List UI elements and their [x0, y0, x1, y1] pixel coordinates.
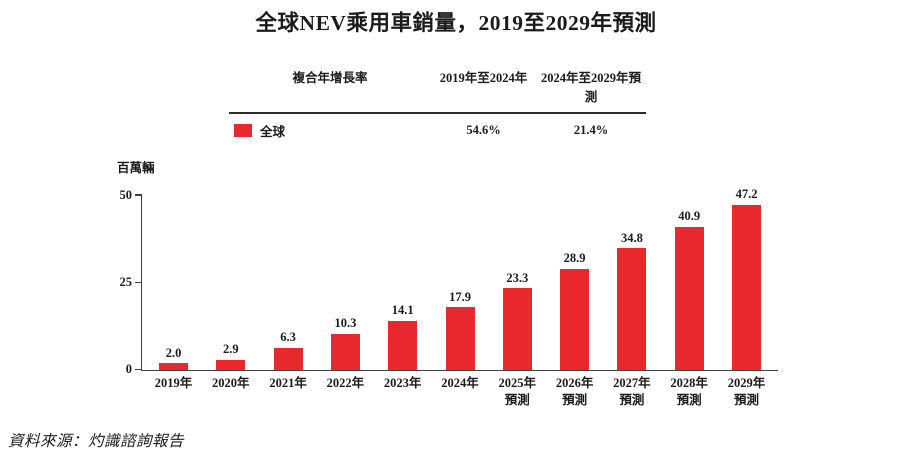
bar-value-label: 34.8	[620, 230, 643, 245]
bar-value-label: 17.9	[449, 289, 471, 304]
cagr-table-header: 複合年增長率 2019年至2024年 2024年至2029年預測	[229, 67, 646, 114]
bar-value-label: 10.3	[334, 316, 357, 331]
cagr-header-period-2024-2029: 2024年至2029年預測	[540, 71, 641, 104]
bar-value-label: 28.9	[563, 251, 586, 266]
y-tick-label-0: 0	[125, 362, 132, 376]
bar-value-label: 2.0	[165, 345, 182, 360]
series-legend-entry: 全球	[229, 121, 431, 140]
cagr-value-2019-2024: 54.6%	[466, 123, 501, 137]
bar	[732, 204, 761, 370]
bar	[388, 320, 418, 370]
bar	[159, 363, 188, 370]
bar-value-label: 40.9	[678, 209, 701, 224]
source-note: 資料來源：灼識諮詢報告	[8, 433, 185, 450]
cagr-value-2024-2029: 21.4%	[573, 123, 609, 137]
bar-value-label: 23.3	[506, 270, 529, 285]
y-tick-label-50: 50	[119, 188, 133, 202]
x-tick-label: 2020年	[212, 376, 250, 390]
global-series-swatch	[234, 124, 252, 137]
bar-value-label: 2.9	[222, 342, 239, 357]
cagr-table: 複合年增長率 2019年至2024年 2024年至2029年預測 全球 54.6…	[229, 67, 646, 140]
x-tick-label: 2025年 預測	[498, 376, 537, 407]
x-tick-label: 2022年	[326, 376, 365, 390]
bar	[445, 307, 475, 370]
chart-title: 全球NEV乘用車銷量，2019至2029年預測	[255, 11, 657, 35]
bar-value-label: 6.3	[280, 330, 296, 345]
x-tick-label: 2021年	[269, 376, 307, 390]
bar	[560, 268, 590, 370]
y-tick-label-25: 25	[119, 275, 133, 289]
x-tick-label: 2028年 預測	[670, 376, 708, 407]
y-tick-25	[135, 281, 142, 284]
x-tick-label: 2027年 預測	[613, 376, 651, 407]
x-tick-label: 2029年 預測	[727, 376, 766, 407]
y-tick-0	[135, 368, 142, 370]
bar-value-label: 47.2	[735, 187, 758, 202]
bar	[502, 288, 532, 370]
series-label: 全球	[260, 125, 286, 139]
plot-area: 50 25 0 2.0 2019年 2.9 2020年 6.3 2021年 10.3 2022…	[120, 188, 778, 407]
cagr-table-row: 全球 54.6% 21.4%	[229, 121, 646, 140]
bar	[273, 347, 303, 370]
cagr-header-metric: 複合年增長率	[292, 71, 368, 85]
bar	[674, 226, 704, 370]
bar	[216, 359, 246, 370]
x-tick-label: 2023年	[383, 376, 422, 390]
bar	[330, 333, 360, 370]
x-tick-label: 2019年	[154, 376, 193, 390]
cagr-header-period-2019-2024: 2019年至2024年	[439, 71, 528, 85]
x-tick-label: 2024年	[441, 376, 479, 390]
y-axis-unit-label: 百萬輛	[117, 161, 155, 175]
bar	[617, 248, 647, 370]
x-tick-label: 2026年 預測	[555, 376, 594, 407]
bar-value-label: 14.1	[391, 303, 414, 318]
y-tick-50	[135, 194, 142, 196]
